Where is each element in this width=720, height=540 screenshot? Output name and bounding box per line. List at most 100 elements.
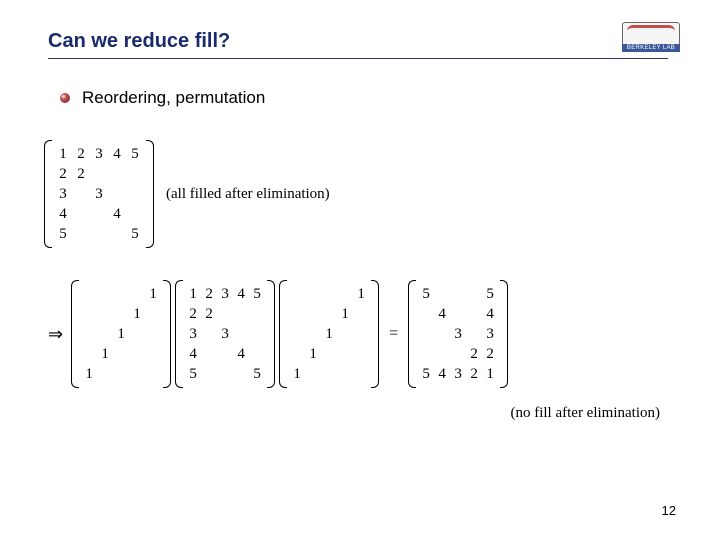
slide-title: Can we reduce fill? <box>48 30 230 53</box>
matrix-cell <box>129 284 145 304</box>
matrix-cell: 1 <box>54 144 72 164</box>
matrix-cell <box>113 304 129 324</box>
matrix-cell <box>97 324 113 344</box>
logo-graphic <box>622 22 680 44</box>
matrix-cell <box>305 364 321 384</box>
matrix-cell: 1 <box>185 284 201 304</box>
matrix-cell: 3 <box>450 324 466 344</box>
matrix-cell <box>289 284 305 304</box>
matrix-cell <box>289 324 305 344</box>
matrix-cell: 2 <box>466 364 482 384</box>
matrix-cell: 3 <box>54 184 72 204</box>
matrix-cell: 5 <box>126 144 144 164</box>
matrix-cell: 1 <box>482 364 498 384</box>
implies-arrow: ⇒ <box>44 324 67 345</box>
matrix-cell <box>108 164 126 184</box>
matrix-cell: 1 <box>305 344 321 364</box>
matrix-cell: 5 <box>482 284 498 304</box>
matrix-cell: 3 <box>450 364 466 384</box>
matrix-cell <box>90 204 108 224</box>
matrix-cell <box>113 364 129 384</box>
matrix-cell: 5 <box>54 224 72 244</box>
matrix-cell <box>466 304 482 324</box>
matrix-cell <box>321 364 337 384</box>
matrix-cell <box>450 304 466 324</box>
matrix-cell: 3 <box>217 284 233 304</box>
matrix-cell <box>217 344 233 364</box>
matrix-cell <box>337 324 353 344</box>
equation-row-1: 1234522334455 (all filled after eliminat… <box>44 140 330 248</box>
matrix-cell <box>233 304 249 324</box>
matrix-cell <box>217 304 233 324</box>
matrix-cell <box>321 284 337 304</box>
matrix-cell: 3 <box>90 184 108 204</box>
matrix-cell: 2 <box>54 164 72 184</box>
bullet-icon <box>60 93 70 103</box>
matrix-cell <box>353 344 369 364</box>
matrix-cell <box>289 304 305 324</box>
matrix-cell: 1 <box>145 284 161 304</box>
matrix-cell: 4 <box>108 204 126 224</box>
matrix-cell: 5 <box>249 284 265 304</box>
matrix-cell <box>337 284 353 304</box>
matrix-cell <box>450 344 466 364</box>
matrix-cell <box>321 304 337 324</box>
matrix-cell <box>353 324 369 344</box>
matrix-cell: 2 <box>466 344 482 364</box>
matrix-cell <box>353 364 369 384</box>
matrix-cell <box>289 344 305 364</box>
matrix-cell <box>466 284 482 304</box>
matrix-cell: 1 <box>129 304 145 324</box>
annotation-2: (no fill after elimination) <box>510 405 660 422</box>
matrix-cell <box>145 364 161 384</box>
matrix-cell: 1 <box>321 324 337 344</box>
matrix-cell <box>145 324 161 344</box>
matrix-cell: 4 <box>108 144 126 164</box>
matrix-cell <box>129 344 145 364</box>
matrix-cell <box>418 304 434 324</box>
matrix-cell <box>450 284 466 304</box>
matrix-cell <box>97 304 113 324</box>
matrix-cell <box>90 164 108 184</box>
matrix-cell <box>418 344 434 364</box>
matrix-cell: 1 <box>113 324 129 344</box>
matrix-cell <box>466 324 482 344</box>
matrix-cell: 1 <box>337 304 353 324</box>
matrix-cell <box>97 284 113 304</box>
matrix-cell: 4 <box>233 284 249 304</box>
matrix-cell <box>305 304 321 324</box>
matrix-cell: 2 <box>72 164 90 184</box>
matrix-cell <box>249 344 265 364</box>
matrix-cell <box>145 344 161 364</box>
matrix-cell <box>201 364 217 384</box>
matrix-cell <box>337 364 353 384</box>
matrix-cell: 5 <box>126 224 144 244</box>
matrix-cell: 5 <box>185 364 201 384</box>
matrix-cell <box>81 324 97 344</box>
matrix-cell <box>249 324 265 344</box>
matrix-result: 5544332254321 <box>408 280 508 388</box>
matrix-cell <box>81 344 97 364</box>
matrix-cell <box>434 344 450 364</box>
matrix-cell <box>129 324 145 344</box>
matrix-cell: 5 <box>418 364 434 384</box>
matrix-cell: 4 <box>434 304 450 324</box>
page-number: 12 <box>662 503 676 518</box>
annotation-1: (all filled after elimination) <box>166 186 330 203</box>
matrix-cell: 2 <box>72 144 90 164</box>
equals-sign: = <box>383 325 404 343</box>
title-underline <box>48 58 668 59</box>
matrix-cell: 3 <box>217 324 233 344</box>
matrix-cell: 1 <box>81 364 97 384</box>
matrix-cell <box>113 344 129 364</box>
matrix-cell: 5 <box>418 284 434 304</box>
matrix-cell <box>201 324 217 344</box>
matrix-cell <box>337 344 353 364</box>
matrix-cell <box>305 284 321 304</box>
matrix-cell <box>126 204 144 224</box>
matrix-cell <box>129 364 145 384</box>
matrix-cell: 1 <box>289 364 305 384</box>
matrix-cell <box>81 284 97 304</box>
matrix-cell <box>233 324 249 344</box>
lab-logo: BERKELEY LAB <box>622 22 680 58</box>
